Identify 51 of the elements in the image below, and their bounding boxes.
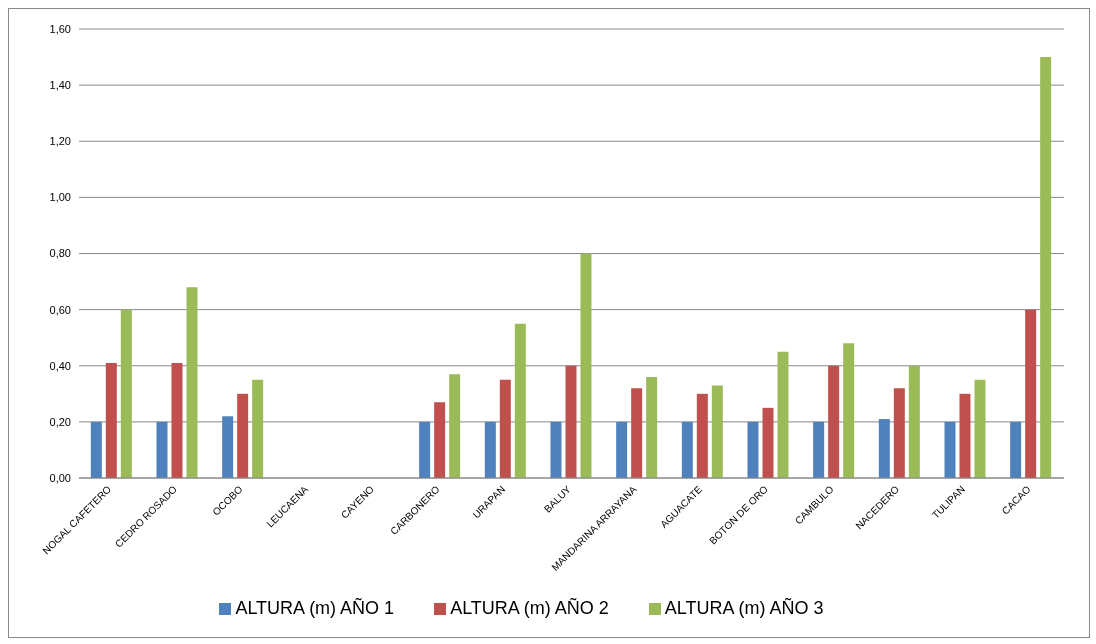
y-tick-label: 1,20: [49, 135, 71, 148]
bar: [237, 393, 249, 478]
bar: [813, 421, 825, 478]
bar: [762, 407, 774, 478]
bar: [449, 374, 461, 478]
bar: [565, 365, 577, 478]
bar: [434, 402, 446, 478]
bar: [777, 351, 789, 478]
bar: [222, 416, 234, 478]
y-tick-label: 0,20: [49, 415, 71, 428]
bar: [747, 421, 759, 478]
bar: [959, 393, 971, 478]
y-tick-label: 0,80: [49, 247, 71, 260]
bar: [105, 362, 117, 478]
y-tick-label: 0,60: [49, 303, 71, 316]
y-tick-label: 1,40: [49, 79, 71, 92]
bar: [499, 379, 511, 478]
bar: [646, 376, 658, 478]
bar: [893, 388, 905, 478]
bar: [878, 419, 890, 478]
y-tick-label: 1,60: [49, 22, 71, 35]
bar: [843, 343, 855, 478]
bar: [156, 421, 168, 478]
bar: [419, 421, 431, 478]
legend-label: ALTURA (m) AÑO 1: [235, 598, 395, 618]
bar: [171, 362, 183, 478]
bar: [908, 365, 920, 478]
y-tick-label: 0,00: [49, 471, 71, 484]
bar: [514, 323, 526, 478]
legend-label: ALTURA (m) AÑO 2: [450, 598, 609, 618]
bar: [681, 421, 693, 478]
legend-label: ALTURA (m) AÑO 3: [664, 598, 824, 618]
bar: [252, 379, 264, 478]
bar: [696, 393, 708, 478]
bar: [711, 385, 723, 478]
bar: [580, 253, 592, 478]
y-tick-label: 0,40: [49, 359, 71, 372]
bar: [90, 421, 102, 478]
bar: [974, 379, 986, 478]
bar: [944, 421, 956, 478]
y-tick-label: 1,00: [49, 191, 71, 204]
bar: [1025, 309, 1037, 478]
bar: [186, 287, 198, 478]
bar: [631, 388, 643, 478]
bar: [550, 421, 562, 478]
bar: [1040, 57, 1052, 478]
bar: [120, 309, 132, 478]
bar: [616, 421, 628, 478]
bar: [1010, 421, 1022, 478]
bar: [484, 421, 496, 478]
bar: [828, 365, 840, 478]
